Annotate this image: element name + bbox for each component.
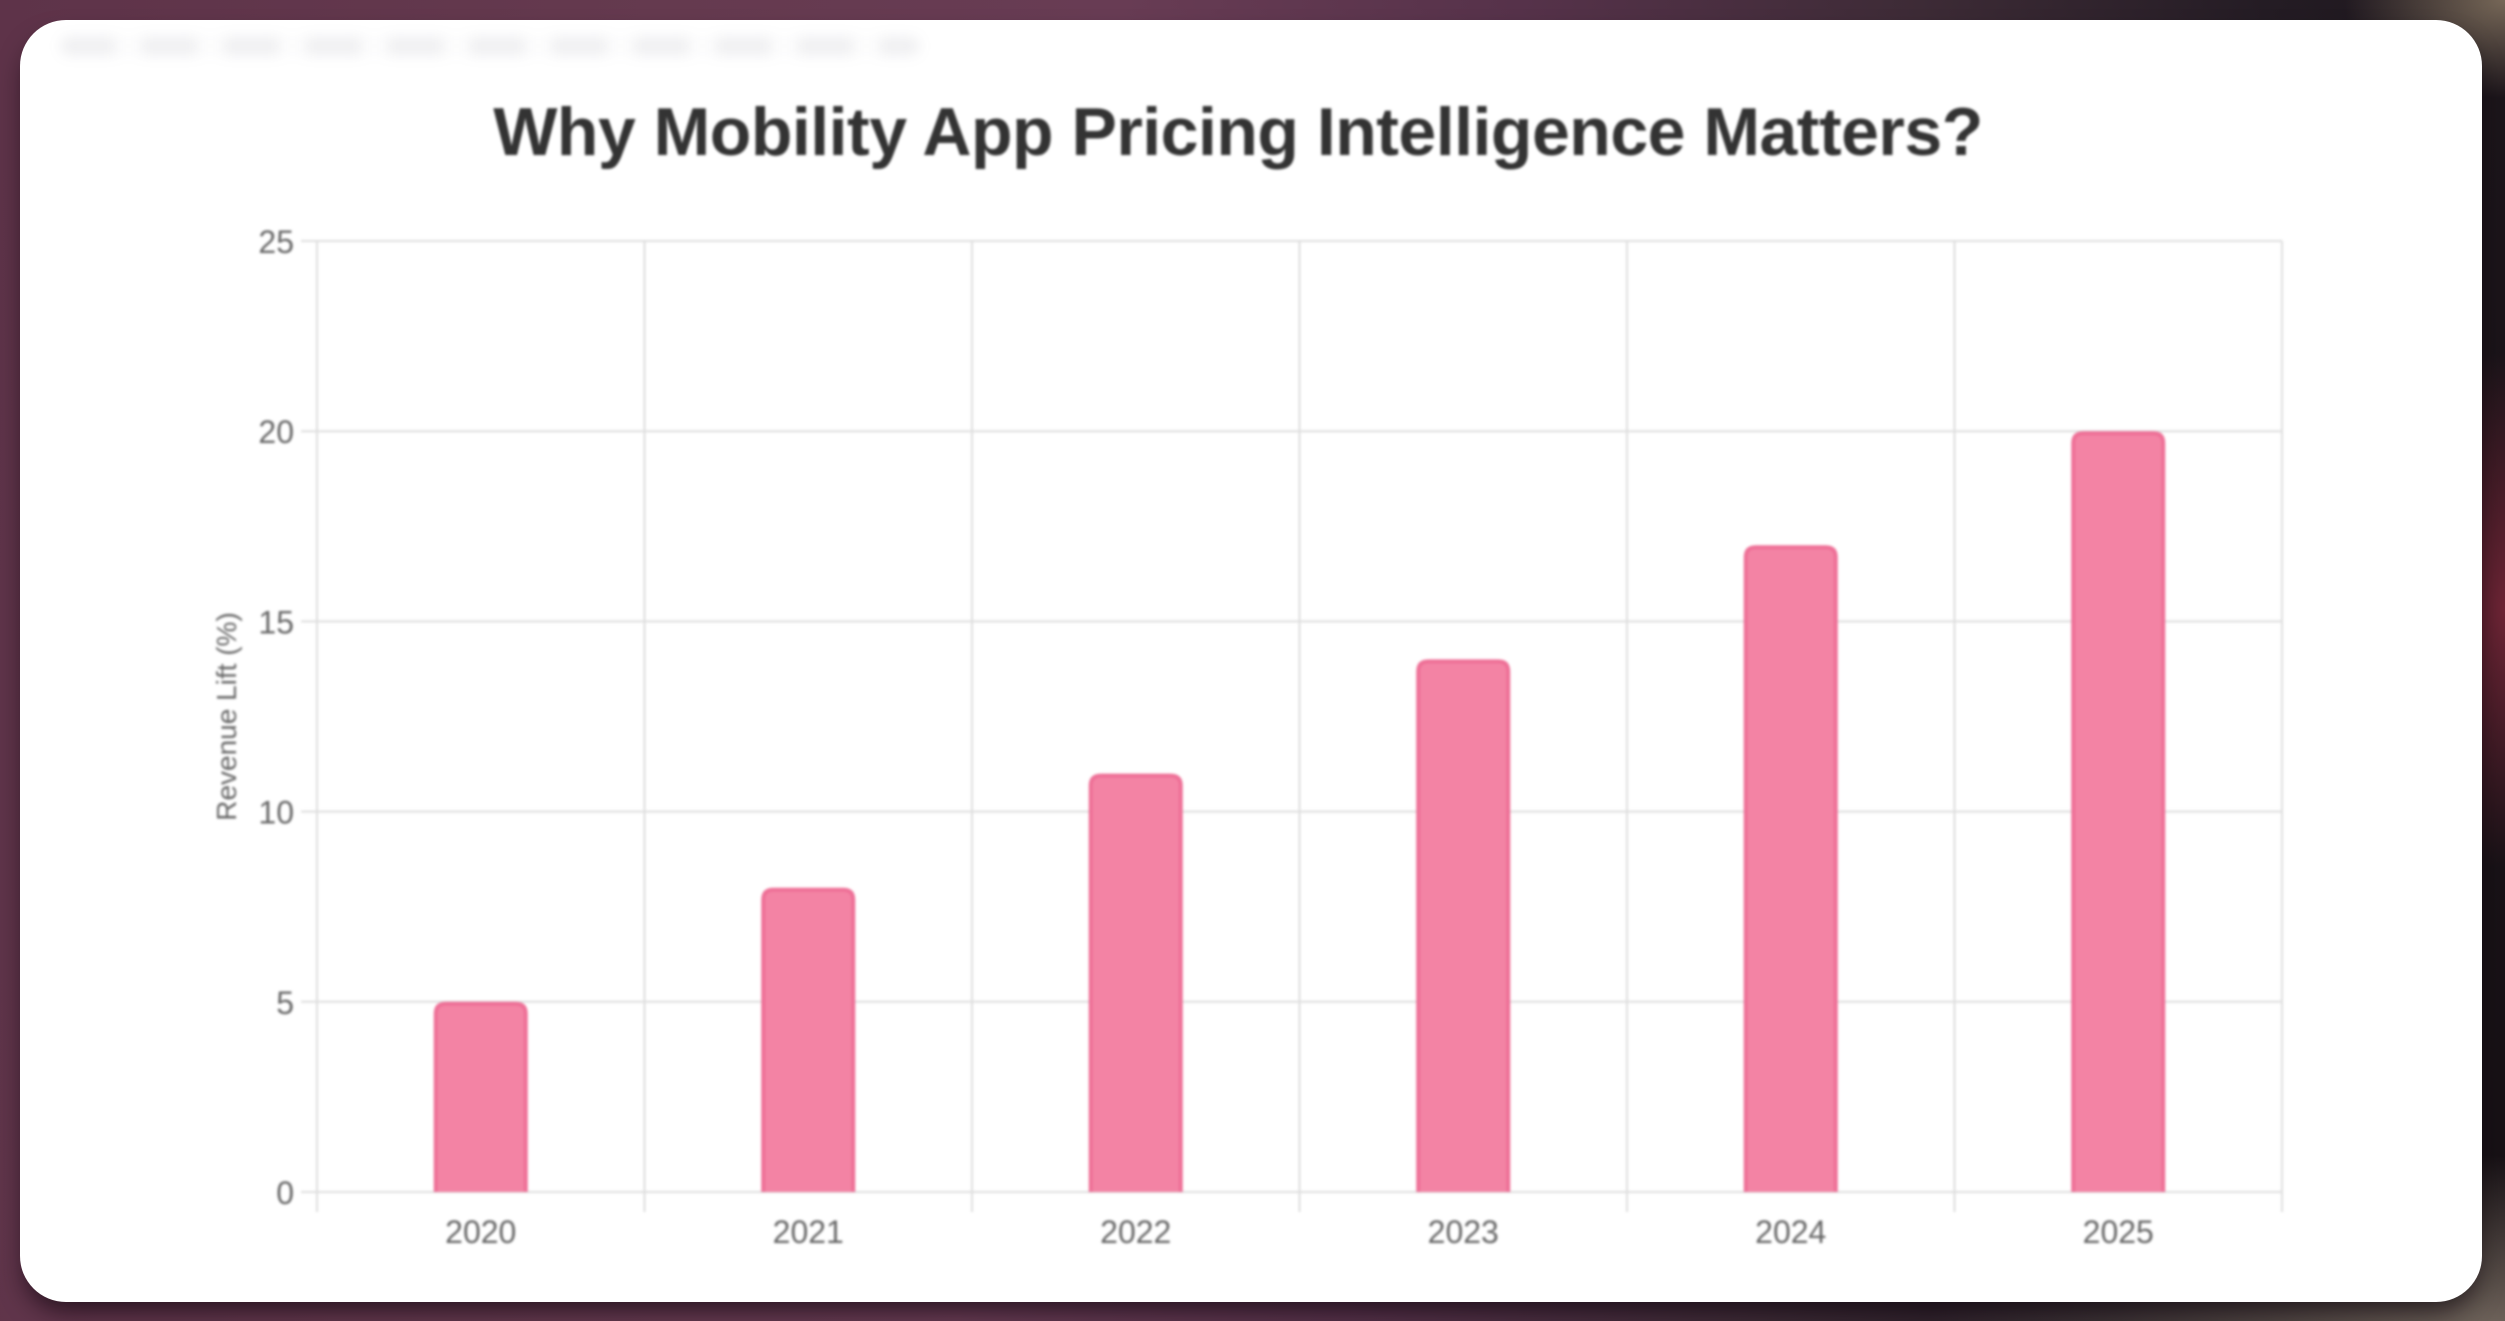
svg-text:5: 5	[276, 985, 294, 1021]
svg-text:2023: 2023	[1428, 1214, 1499, 1250]
svg-text:Why Mobility App Pricing Intel: Why Mobility App Pricing Intelligence Ma…	[493, 94, 1983, 170]
svg-text:2020: 2020	[445, 1214, 516, 1250]
svg-text:20: 20	[258, 414, 294, 450]
svg-text:2024: 2024	[1755, 1214, 1826, 1250]
svg-text:10: 10	[258, 795, 294, 831]
svg-text:25: 25	[258, 224, 294, 260]
svg-text:0: 0	[276, 1175, 294, 1211]
svg-text:15: 15	[258, 604, 294, 640]
svg-text:2021: 2021	[773, 1214, 844, 1250]
svg-text:2025: 2025	[2083, 1214, 2154, 1250]
svg-text:2022: 2022	[1100, 1214, 1171, 1250]
svg-text:Revenue Lift (%): Revenue Lift (%)	[211, 612, 242, 821]
